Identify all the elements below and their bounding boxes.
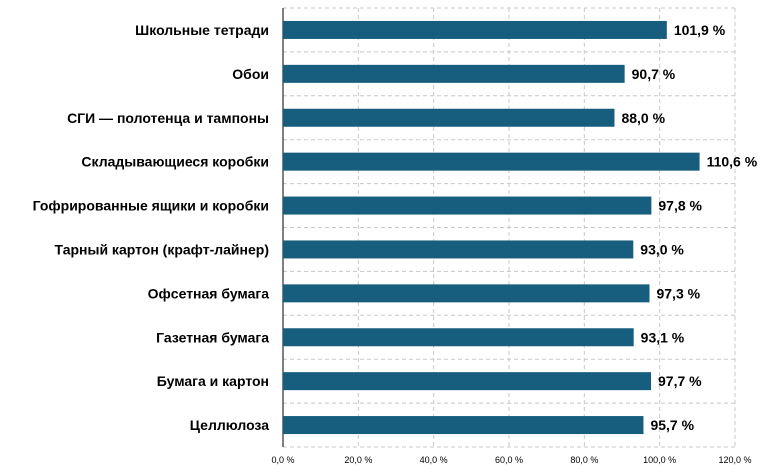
bar: [283, 20, 667, 39]
data-label: 90,7 %: [632, 66, 676, 82]
data-label: 93,0 %: [640, 241, 684, 257]
data-label: 97,3 %: [656, 285, 700, 301]
category-label: Школьные тетради: [135, 22, 269, 38]
bar: [283, 284, 650, 303]
bar: [283, 64, 625, 83]
bar: [283, 416, 644, 435]
bar: [283, 372, 652, 391]
category-label: Целлюлоза: [190, 417, 269, 433]
bar: [283, 328, 634, 347]
category-label: Тарный картон (крафт-лайнер): [54, 241, 269, 257]
category-labels: Школьные тетради Обои СГИ — полотенца и та…: [33, 22, 270, 433]
bar: [283, 152, 700, 171]
category-label: Газетная бумага: [156, 329, 269, 345]
data-label: 101,9 %: [674, 22, 726, 38]
value-labels: 101,9 % 90,7 % 88,0 % 110,6 % 97,8 % 93,0 % 97…: [621, 22, 757, 433]
bar: [283, 240, 634, 259]
x-tick-label: 40,0 %: [420, 455, 448, 465]
bar: [283, 196, 652, 215]
category-label: Бумага и картон: [157, 373, 269, 389]
category-label: СГИ — полотенца и тампоны: [67, 110, 269, 126]
category-label: Гофрированные ящики и коробки: [33, 198, 269, 214]
x-tick-label: 120,0 %: [718, 455, 751, 465]
data-label: 95,7 %: [650, 417, 694, 433]
category-label: Офсетная бумага: [148, 285, 270, 301]
category-label: Складывающиеся коробки: [81, 154, 269, 170]
x-tick-label: 20,0 %: [344, 455, 372, 465]
x-axis-tick-labels: 0,0 % 20,0 % 40,0 % 60,0 % 80,0 % 100,0 % 120,…: [271, 455, 751, 465]
x-tick-label: 0,0 %: [271, 455, 294, 465]
category-label: Обои: [232, 66, 269, 82]
data-label: 97,8 %: [658, 198, 702, 214]
data-label: 93,1 %: [641, 329, 685, 345]
data-label: 97,7 %: [658, 373, 702, 389]
x-tick-label: 80,0 %: [570, 455, 598, 465]
x-tick-label: 100,0 %: [643, 455, 676, 465]
data-label: 88,0 %: [621, 110, 665, 126]
data-label: 110,6 %: [707, 154, 758, 170]
bar: [283, 108, 615, 127]
x-tick-label: 60,0 %: [495, 455, 523, 465]
bars: [283, 20, 700, 435]
